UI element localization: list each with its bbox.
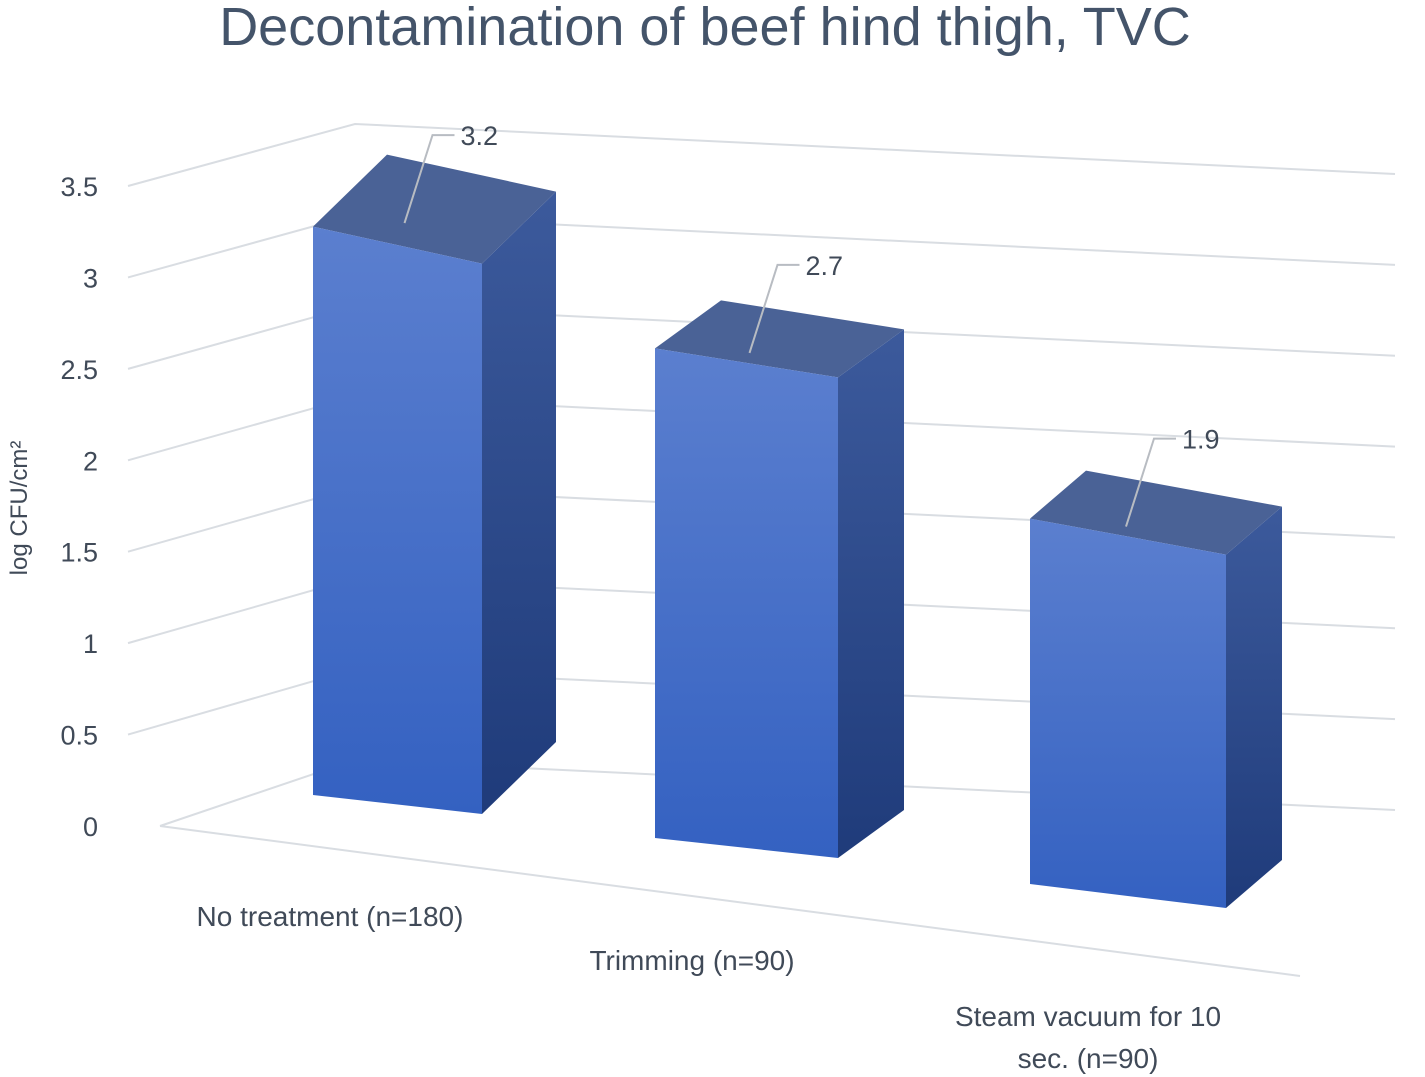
- bar-2: [1030, 470, 1282, 908]
- y-tick-label-6: 3: [83, 263, 98, 293]
- bar-side-2: [1226, 506, 1282, 908]
- category-label-2: Steam vacuum for 10 sec. (n=90): [955, 1001, 1221, 1074]
- x-axis-categories: No treatment (n=180) Trimming (n=90) Steam…: [197, 901, 1222, 1074]
- y-tick-label-3: 1.5: [60, 538, 98, 568]
- bar-top-1: [655, 300, 904, 378]
- bar-top-2: [1030, 470, 1282, 555]
- bar-0: [313, 154, 556, 815]
- bar-front-2: [1030, 518, 1226, 908]
- bar-side-1: [838, 329, 904, 858]
- y-tick-label-4: 2: [83, 446, 98, 476]
- floor-front-edge: [159, 825, 1301, 977]
- gridline-7: [127, 122, 1396, 187]
- bar-top-0: [313, 154, 556, 264]
- chart-title: Decontamination of beef hind thigh, TVC: [219, 0, 1191, 57]
- y-tick-label-0: 0: [83, 812, 98, 842]
- data-label-0: 3.2: [461, 121, 499, 151]
- y-axis-ticks: 0 0.5 1 1.5 2 2.5 3 3.5: [60, 172, 98, 842]
- data-label-leader-0: [403, 134, 455, 224]
- bar-front-0: [313, 226, 482, 815]
- bar-front-1: [655, 348, 838, 858]
- y-tick-label-1: 0.5: [60, 721, 98, 751]
- data-label-1: 2.7: [806, 251, 844, 281]
- category-label-1: Trimming (n=90): [589, 945, 794, 976]
- bar-1: [655, 300, 904, 858]
- data-labels: 3.2 2.7 1.9: [403, 121, 1220, 527]
- y-tick-label-2: 1: [83, 629, 98, 659]
- y-tick-label-7: 3.5: [60, 172, 98, 202]
- bar-side-0: [482, 191, 556, 815]
- data-label-leader-2: [1125, 437, 1176, 527]
- bars: [313, 154, 1282, 908]
- category-label-0: No treatment (n=180): [197, 901, 464, 932]
- data-label-leader-1: [748, 263, 800, 354]
- y-axis-label: log CFU/cm²: [6, 441, 33, 576]
- data-label-2: 1.9: [1182, 425, 1220, 455]
- y-tick-label-5: 2.5: [60, 355, 98, 385]
